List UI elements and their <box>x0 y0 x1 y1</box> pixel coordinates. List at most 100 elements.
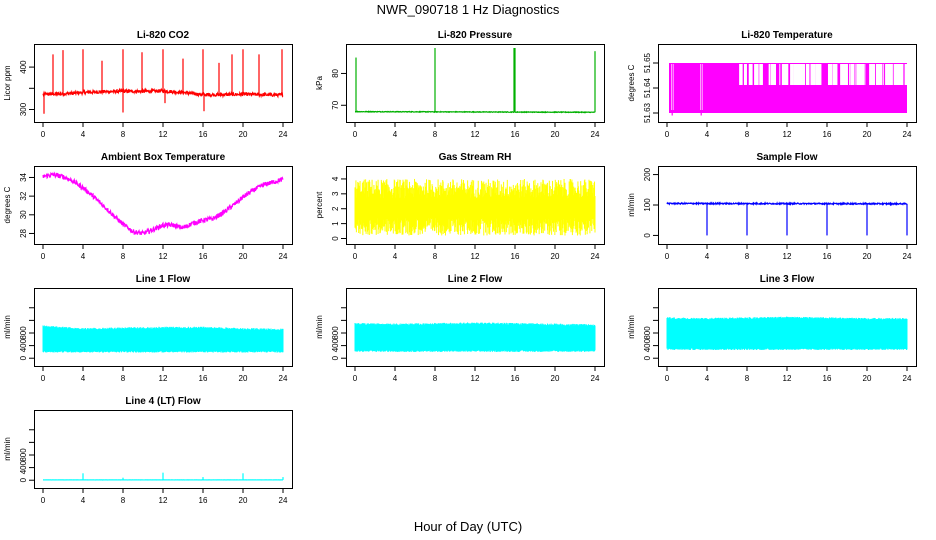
panel-7-xtick-label: 0 <box>41 374 46 383</box>
panel-3-gap <box>795 64 799 85</box>
panel-3-gap <box>768 64 771 85</box>
panel-8-xtick-label: 0 <box>353 374 358 383</box>
panel-5-ytick-label: 2 <box>331 206 340 211</box>
panel-6-xtick-label: 4 <box>705 252 710 261</box>
panel-3-gap <box>875 64 880 85</box>
panel-10-xtick-label: 12 <box>159 496 168 505</box>
panel-9-xtick-label: 4 <box>705 374 710 383</box>
panel-3-gap <box>899 64 904 85</box>
panel-3-xtick-label: 20 <box>863 130 872 139</box>
panel-10-ytick-label: 800 <box>19 448 28 462</box>
panel-3-gap <box>793 64 797 85</box>
panel-8-series <box>354 322 596 352</box>
panel-8-xtick-label: 20 <box>551 374 560 383</box>
panel-5-xtick-label: 16 <box>511 252 520 261</box>
panel-8-xtick-label: 12 <box>471 374 480 383</box>
panel-1-ytick-label: 300 <box>19 102 28 116</box>
panel-9-xtick-label: 8 <box>745 374 750 383</box>
panel-5-ytick-label: 0 <box>331 236 340 241</box>
panel-9-xtick-label: 12 <box>783 374 792 383</box>
panel-3-gap <box>772 64 776 85</box>
figure-title: NWR_090718 1 Hz Diagnostics <box>377 2 560 17</box>
panel-8-xtick-label: 16 <box>511 374 520 383</box>
panel-3-xtick-label: 8 <box>745 130 750 139</box>
panel-5-series <box>354 178 596 236</box>
panel-3-gap <box>798 64 803 85</box>
panel-4-series <box>42 171 284 235</box>
panel-7-ytick-label: 400 <box>19 338 28 352</box>
panel-8-xtick-label: 4 <box>393 374 398 383</box>
panel-2-frame <box>346 44 605 123</box>
panel-2-xtick-label: 4 <box>393 130 398 139</box>
panel-1-xtick-label: 16 <box>199 130 208 139</box>
panel-4-xtick-label: 20 <box>239 252 248 261</box>
panel-3-gap <box>857 64 861 85</box>
panel-5-xtick-label: 4 <box>393 252 398 261</box>
panel-2-xtick-label: 16 <box>511 130 520 139</box>
panel-6-ytick-label: 0 <box>643 233 652 238</box>
panel-3-gap <box>859 64 863 85</box>
panel-2: Li-820 Pressure kPa 0 4 8 12 16 20 24 70 80 <box>315 30 605 139</box>
panel-3-gap <box>850 64 855 85</box>
panel-3-gap <box>905 64 909 85</box>
panel-3-gap <box>898 64 900 85</box>
panel-10-series <box>42 472 284 481</box>
panel-9-ytick-label: 0 <box>643 355 652 360</box>
panel-3-gap <box>850 64 852 85</box>
panel-3-gap <box>759 64 763 85</box>
panel-10-xtick-label: 4 <box>81 496 86 505</box>
panel-3-gap <box>841 64 844 85</box>
panel-5-xtick-label: 20 <box>551 252 560 261</box>
panel-4-trace <box>42 171 284 235</box>
panel-3-gap <box>819 64 822 85</box>
panel-10-xtick-label: 20 <box>239 496 248 505</box>
panel-3-gap <box>779 64 781 85</box>
panel-1-xtick-label: 0 <box>41 130 46 139</box>
panel-4-xtick-label: 12 <box>159 252 168 261</box>
panel-6-xtick-label: 24 <box>903 252 912 261</box>
panel-4-ylabel: degrees C <box>3 186 12 223</box>
panel-6-xtick-label: 12 <box>783 252 792 261</box>
panel-5-ylabel: percent <box>315 191 324 218</box>
panel-1-xtick-label: 4 <box>81 130 86 139</box>
panel-10-xtick-label: 0 <box>41 496 46 505</box>
panel-4-xtick-label: 24 <box>279 252 288 261</box>
panel-3-gap <box>770 64 774 85</box>
panel-9-ytick-label: 400 <box>643 338 652 352</box>
panel-8-title: Line 2 Flow <box>448 274 503 285</box>
panel-6-xtick-label: 0 <box>665 252 670 261</box>
panel-3-gap <box>890 64 893 85</box>
panel-10-ytick-label: 400 <box>19 460 28 474</box>
panel-6-series <box>666 201 908 236</box>
panel-3-gap <box>802 64 805 85</box>
panel-3-gap <box>883 64 885 85</box>
panel-3-ytick-label: 51.65 <box>643 52 652 73</box>
panel-4-ytick-label: 32 <box>19 191 28 200</box>
panel-3-gap <box>808 64 810 85</box>
panel-3-gap <box>739 64 743 85</box>
panel-7-xtick-label: 20 <box>239 374 248 383</box>
panel-3-gap <box>784 64 788 85</box>
panel-2-xtick-label: 0 <box>353 130 358 139</box>
panel-5-xtick-label: 12 <box>471 252 480 261</box>
panel-10-xtick-label: 24 <box>279 496 288 505</box>
panel-3-gap <box>805 64 810 85</box>
panel-4-xtick-label: 4 <box>81 252 86 261</box>
panel-7-title: Line 1 Flow <box>136 274 191 285</box>
panel-4-ytick-label: 30 <box>19 210 28 219</box>
panel-6-xtick-label: 20 <box>863 252 872 261</box>
panel-3-gap <box>855 64 857 85</box>
panel-3-gap <box>885 64 888 85</box>
panel-4-xtick-label: 8 <box>121 252 126 261</box>
panel-3-gap <box>754 64 757 85</box>
panel-3-gap <box>811 64 816 85</box>
panel-1-ytick-label: 400 <box>19 60 28 74</box>
panel-3-ylabel: degrees C <box>627 64 636 101</box>
panel-10-ylabel: ml/min <box>3 437 12 461</box>
panel-9-xtick-label: 20 <box>863 374 872 383</box>
panel-7-ylabel: ml/min <box>3 315 12 339</box>
panel-7-ytick-label: 0 <box>19 355 28 360</box>
